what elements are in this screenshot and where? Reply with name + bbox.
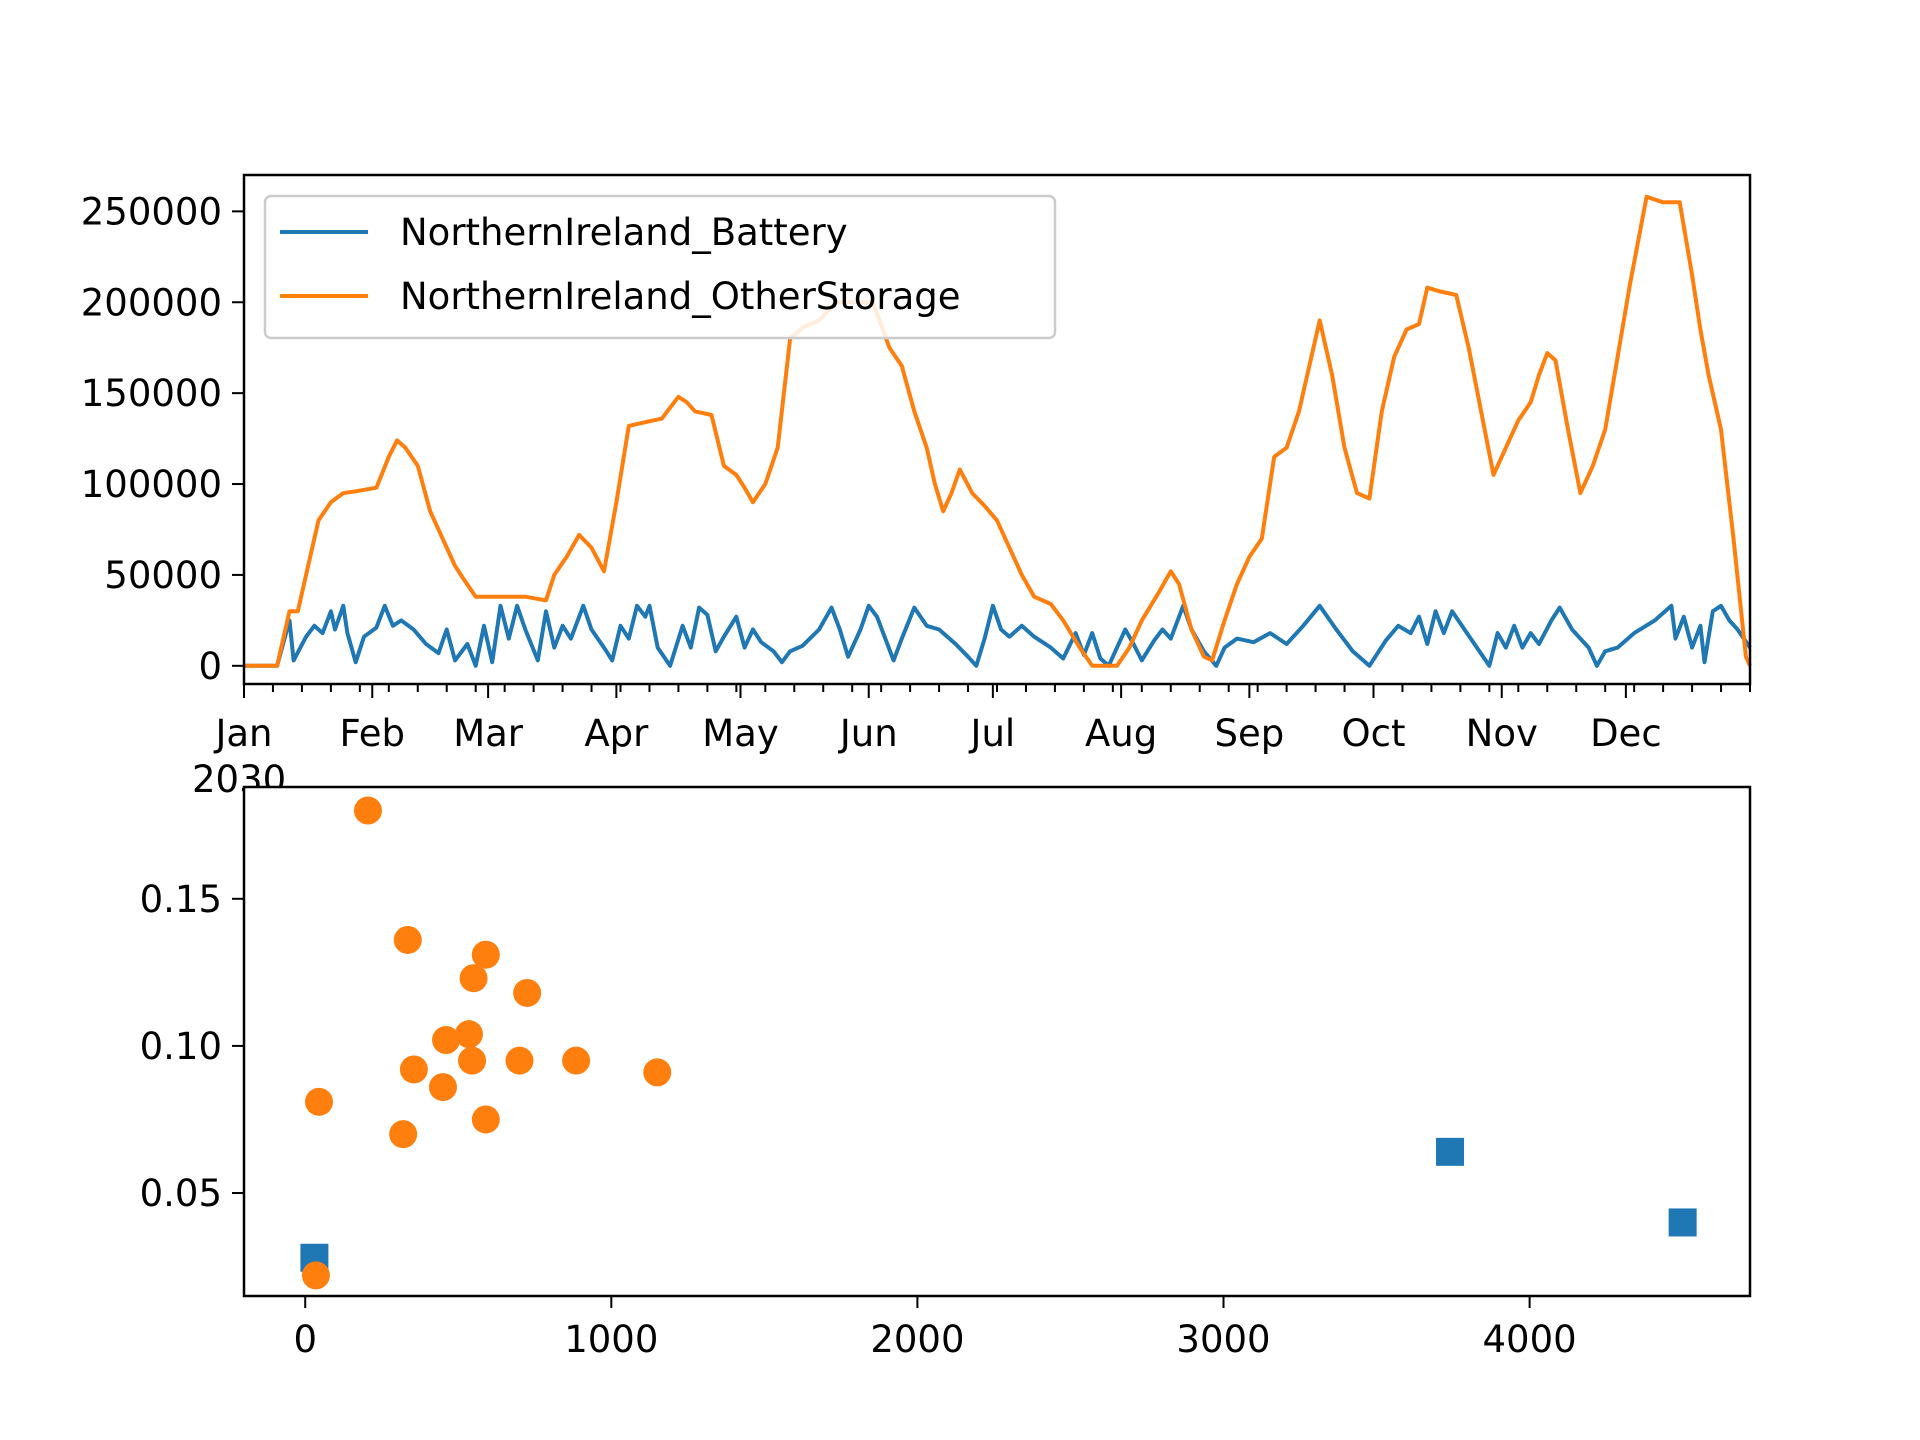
scatter-circle-point: [471, 1105, 500, 1134]
y-tick-label: 0.15: [140, 878, 222, 921]
scatter-circle-point: [471, 940, 500, 969]
x-tick-label: Apr: [584, 712, 649, 755]
x-tick-label: Oct: [1342, 712, 1406, 755]
x-tick-label: 3000: [1176, 1318, 1270, 1361]
y-tick-label: 0.05: [140, 1172, 222, 1215]
scatter-chart: 0 1000 2000 3000 4000 0.05 0.10 0.15: [140, 785, 1752, 1361]
scatter-circle-point: [459, 964, 488, 993]
scatter-circle-point: [505, 1046, 534, 1075]
series-line-other-storage: [244, 194, 1752, 668]
scatter-square-point: [1668, 1208, 1697, 1237]
x-tick-label: 2000: [870, 1318, 964, 1361]
scatter-circle-point: [454, 1020, 483, 1049]
timeseries-frame: [242, 173, 1752, 686]
scatter-circle-point: [393, 925, 422, 954]
series-line-battery: [244, 603, 1752, 668]
legend-label-other-storage: NorthernIreland_OtherStorage: [400, 275, 961, 318]
y-tick-label: 50000: [104, 554, 222, 597]
scatter-x-axis: 0 1000 2000 3000 4000: [293, 1296, 1577, 1361]
timeseries-x-axis: Jan Feb Mar Apr May Jun Jul Aug Sep Oct Nov Dec: [213, 684, 1751, 755]
timeseries-lines: [244, 194, 1752, 668]
scatter-circle-point: [353, 796, 382, 825]
scatter-circle-point: [513, 978, 542, 1007]
x-tick-label: Feb: [340, 712, 406, 755]
scatter-circle-point: [428, 1073, 457, 1102]
timeseries-y-axis: 0 50000 100000 150000 200000 250000: [81, 190, 244, 688]
y-tick-label: 100000: [81, 463, 222, 506]
x-tick-label: 4000: [1483, 1318, 1577, 1361]
scatter-circle-point: [389, 1120, 418, 1149]
legend-label-battery: NorthernIreland_Battery: [400, 211, 848, 254]
x-tick-label: May: [702, 712, 779, 755]
x-tick-label: Aug: [1085, 712, 1157, 755]
y-tick-label: 250000: [81, 190, 222, 233]
scatter-circle-point: [304, 1087, 333, 1116]
scatter-points: [300, 796, 1697, 1290]
scatter-y-axis: 0.05 0.10 0.15: [140, 878, 244, 1215]
scatter-circle-point: [458, 1046, 487, 1075]
scatter-circle-point: [643, 1058, 672, 1087]
scatter-circle-point: [301, 1261, 330, 1290]
timeseries-chart: Jan Feb Mar Apr May Jun Jul Aug Sep Oct Nov Dec 0 50…: [81, 173, 1752, 801]
scatter-square-point: [1436, 1137, 1465, 1166]
scatter-circle-point: [562, 1046, 591, 1075]
x-tick-label: Jul: [969, 712, 1016, 755]
scatter-frame: [242, 785, 1752, 1298]
x-tick-label: Dec: [1590, 712, 1662, 755]
x-tick-label: 1000: [564, 1318, 658, 1361]
scatter-circle-point: [432, 1026, 461, 1055]
y-tick-label: 0: [198, 645, 222, 688]
x-tick-label: Mar: [453, 712, 524, 755]
x-tick-label: Sep: [1215, 712, 1285, 755]
x-tick-label: Jun: [838, 712, 898, 755]
y-tick-label: 0.10: [140, 1025, 222, 1068]
y-tick-label: 150000: [81, 372, 222, 415]
scatter-circle-point: [399, 1055, 428, 1084]
x-tick-label: Jan: [213, 712, 272, 755]
legend-box: [263, 194, 1057, 340]
legend: NorthernIreland_Battery NorthernIreland_…: [263, 194, 1057, 340]
x-tick-label: 0: [293, 1318, 317, 1361]
x-tick-label: Nov: [1466, 712, 1538, 755]
scatter-plot-area: [244, 787, 1750, 1296]
y-tick-label: 200000: [81, 281, 222, 324]
